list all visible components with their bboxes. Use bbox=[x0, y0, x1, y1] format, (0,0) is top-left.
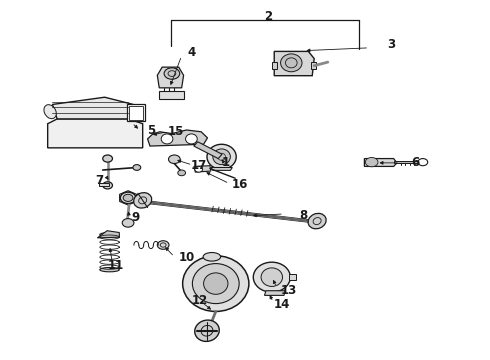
Polygon shape bbox=[194, 142, 222, 158]
Text: 7: 7 bbox=[95, 174, 103, 186]
Ellipse shape bbox=[195, 166, 202, 172]
Text: 16: 16 bbox=[232, 178, 248, 191]
Ellipse shape bbox=[164, 68, 180, 79]
Ellipse shape bbox=[100, 233, 119, 237]
Ellipse shape bbox=[281, 54, 302, 72]
Ellipse shape bbox=[207, 144, 236, 169]
Polygon shape bbox=[274, 51, 314, 76]
Polygon shape bbox=[48, 119, 143, 148]
Polygon shape bbox=[365, 158, 397, 166]
Text: 14: 14 bbox=[273, 298, 290, 311]
Ellipse shape bbox=[103, 155, 113, 162]
Ellipse shape bbox=[203, 273, 228, 294]
Ellipse shape bbox=[157, 241, 169, 249]
Bar bbox=[129, 106, 143, 120]
Text: 11: 11 bbox=[108, 259, 124, 272]
Bar bbox=[289, 274, 296, 280]
Text: 9: 9 bbox=[131, 211, 140, 224]
Text: 17: 17 bbox=[191, 159, 207, 172]
Ellipse shape bbox=[213, 149, 230, 165]
Ellipse shape bbox=[103, 182, 113, 189]
Polygon shape bbox=[211, 167, 232, 170]
Ellipse shape bbox=[366, 157, 378, 167]
Ellipse shape bbox=[261, 268, 283, 287]
Text: 1: 1 bbox=[221, 156, 230, 169]
Ellipse shape bbox=[100, 267, 119, 272]
Ellipse shape bbox=[122, 219, 134, 227]
Ellipse shape bbox=[123, 194, 133, 202]
Ellipse shape bbox=[120, 192, 136, 203]
Polygon shape bbox=[157, 67, 184, 88]
Ellipse shape bbox=[186, 134, 197, 144]
Text: 5: 5 bbox=[147, 124, 156, 137]
Polygon shape bbox=[52, 97, 133, 119]
Ellipse shape bbox=[44, 105, 56, 119]
Ellipse shape bbox=[253, 262, 290, 292]
Text: 10: 10 bbox=[178, 251, 195, 264]
Ellipse shape bbox=[183, 256, 249, 311]
Ellipse shape bbox=[161, 134, 173, 144]
Bar bbox=[126, 104, 145, 121]
Polygon shape bbox=[194, 166, 211, 172]
Ellipse shape bbox=[193, 264, 239, 303]
Text: 2: 2 bbox=[264, 10, 272, 23]
Text: 13: 13 bbox=[281, 284, 297, 297]
Polygon shape bbox=[147, 130, 207, 146]
Bar bbox=[272, 62, 277, 69]
Polygon shape bbox=[265, 291, 286, 296]
Text: 3: 3 bbox=[387, 39, 395, 51]
Ellipse shape bbox=[195, 320, 219, 341]
Ellipse shape bbox=[308, 213, 326, 229]
Polygon shape bbox=[393, 161, 420, 163]
Bar bbox=[159, 91, 184, 99]
Text: 12: 12 bbox=[192, 294, 208, 307]
Text: 15: 15 bbox=[168, 125, 184, 138]
Text: 4: 4 bbox=[187, 46, 196, 59]
Ellipse shape bbox=[134, 193, 152, 208]
Text: 8: 8 bbox=[299, 208, 308, 221]
Polygon shape bbox=[98, 231, 119, 238]
Ellipse shape bbox=[178, 170, 186, 176]
Ellipse shape bbox=[169, 155, 180, 163]
Ellipse shape bbox=[418, 158, 428, 166]
Polygon shape bbox=[99, 183, 109, 186]
Ellipse shape bbox=[203, 252, 220, 261]
Text: 6: 6 bbox=[412, 156, 419, 169]
Ellipse shape bbox=[133, 165, 141, 170]
Bar bbox=[311, 62, 316, 69]
